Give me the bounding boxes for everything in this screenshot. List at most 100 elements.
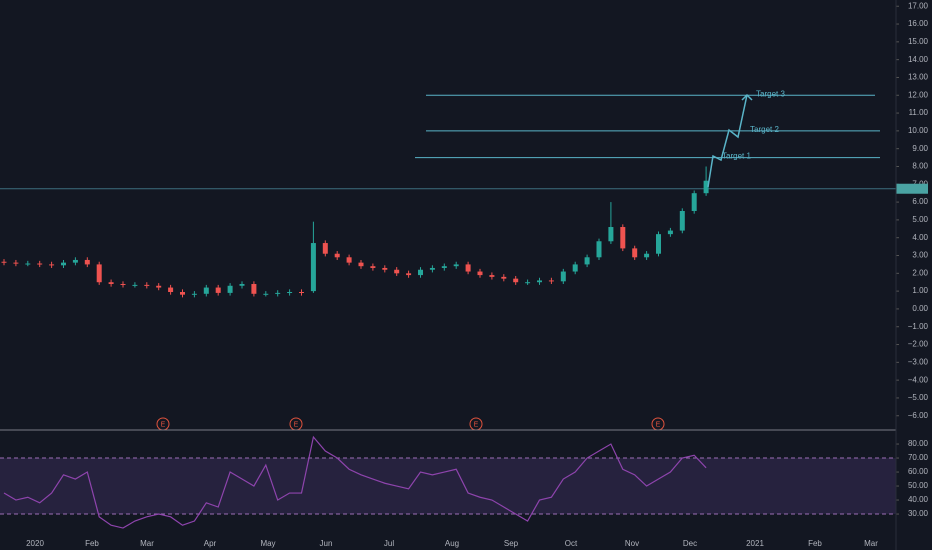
candle-body [703, 180, 709, 194]
candle-body [560, 271, 566, 282]
y-tick-label: 50.00 [908, 481, 929, 490]
y-tick-label: 17.00 [908, 1, 929, 10]
y-tick-label: −6.00 [908, 411, 929, 420]
x-tick-label: Oct [565, 539, 578, 548]
x-tick-label: Apr [204, 539, 217, 548]
y-tick-label: 9.00 [912, 144, 928, 153]
x-tick-label: Sep [504, 539, 519, 548]
target-label: Target 1 [722, 152, 751, 161]
candle-body [108, 282, 114, 284]
candle-body [96, 264, 102, 283]
candle-body [215, 287, 221, 293]
candle-body [453, 264, 459, 267]
candle-body [358, 262, 364, 267]
candle-body [584, 257, 590, 265]
candle-body [322, 243, 328, 254]
candle-body [61, 262, 66, 266]
y-tick-label: 13.00 [908, 73, 929, 82]
candle-body [394, 269, 400, 274]
candle-body [84, 259, 90, 265]
y-tick-label: −5.00 [908, 393, 929, 402]
y-tick-label: 70.00 [908, 453, 929, 462]
candle-body [537, 280, 542, 283]
candle-body [251, 283, 257, 294]
price-tag [896, 183, 928, 194]
candle-body [572, 264, 578, 272]
y-tick-label: 2.00 [912, 268, 928, 277]
candle-body [513, 278, 519, 283]
x-tick-label: 2020 [26, 539, 44, 548]
candle-body [180, 292, 185, 295]
rsi-band [0, 458, 896, 515]
candle-body [370, 266, 376, 268]
event-label: E [656, 421, 661, 428]
candle-body [227, 285, 233, 293]
candle-body [632, 248, 638, 258]
candle-body [501, 276, 507, 279]
x-tick-label: Feb [85, 539, 99, 548]
y-tick-label: 4.00 [912, 233, 928, 242]
candle-body [346, 257, 352, 263]
candle-body [489, 275, 495, 277]
y-tick-label: 12.00 [908, 90, 929, 99]
candle-body [203, 287, 209, 294]
y-tick-label: −1.00 [908, 322, 929, 331]
candle-body [168, 287, 174, 293]
candle-body [406, 273, 412, 276]
y-tick-label: 6.00 [912, 197, 928, 206]
candle-body [72, 259, 78, 263]
y-tick-label: 60.00 [908, 467, 929, 476]
candle-body [596, 241, 602, 258]
arrow-head [741, 93, 753, 101]
y-tick-label: −3.00 [908, 357, 929, 366]
candle-body [120, 283, 126, 285]
candle-body [656, 234, 661, 254]
x-tick-label: Aug [445, 539, 459, 548]
y-tick-label: −4.00 [908, 375, 929, 384]
y-tick-label: 15.00 [908, 37, 929, 46]
candle-body [275, 292, 281, 294]
candle-body [679, 210, 685, 231]
candle-body [548, 280, 554, 282]
candle-body [1, 261, 7, 263]
candle-body [299, 292, 304, 294]
candle-body [441, 266, 447, 268]
event-label: E [161, 421, 166, 428]
x-tick-label: Jun [320, 539, 333, 548]
x-tick-label: Nov [625, 539, 639, 548]
candle-body [334, 253, 340, 258]
candle-body [191, 293, 197, 295]
candle-body [691, 193, 697, 211]
candle-body [13, 262, 19, 264]
y-tick-label: 0.00 [912, 304, 928, 313]
y-tick-label: 40.00 [908, 495, 929, 504]
candle-body [465, 264, 471, 272]
y-tick-label: 8.00 [912, 162, 928, 171]
candle-body [525, 282, 531, 284]
candle-body [25, 263, 31, 265]
candle-body [144, 284, 150, 286]
candle-body [37, 263, 43, 265]
y-tick-label: 1.00 [912, 286, 928, 295]
rsi-line [3, 435, 707, 529]
candle-body [620, 227, 626, 249]
x-tick-label: Mar [864, 539, 878, 548]
x-tick-label: Jul [384, 539, 394, 548]
y-tick-label: 30.00 [908, 509, 929, 518]
candle-body [49, 264, 55, 266]
candle-body [644, 253, 650, 258]
y-tick-label: 10.00 [908, 126, 929, 135]
candle-body [477, 271, 483, 276]
x-tick-label: Feb [808, 539, 822, 548]
candle-body [418, 269, 423, 276]
y-tick-label: 80.00 [908, 439, 929, 448]
candle-body [156, 285, 162, 288]
y-tick-label: 16.00 [908, 19, 929, 28]
candle-body [132, 284, 138, 286]
candle-body [239, 283, 245, 286]
candle-body [263, 293, 269, 295]
y-tick-label: 5.00 [912, 215, 928, 224]
x-tick-label: May [260, 539, 275, 548]
event-label: E [474, 421, 479, 428]
